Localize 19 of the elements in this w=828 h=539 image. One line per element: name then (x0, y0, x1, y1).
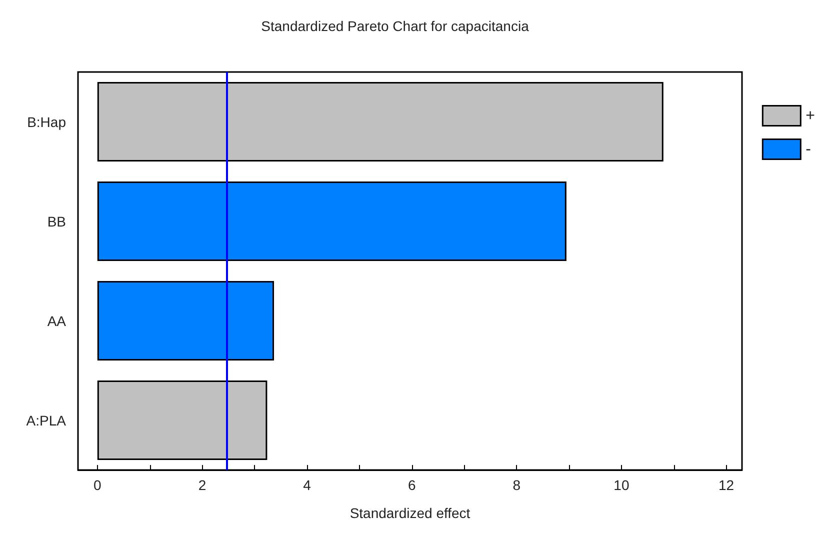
bar (97, 380, 268, 460)
bar (97, 181, 566, 262)
chart-title: Standardized Pareto Chart for capacitancia (261, 18, 530, 34)
y-tick-label: BB (47, 213, 66, 230)
legend-label: + (806, 107, 815, 124)
x-axis-title: Standardized effect (350, 505, 470, 521)
x-tick-label: 2 (198, 477, 206, 493)
y-tick-label: B:Hap (27, 114, 66, 130)
x-tick-label: 12 (718, 477, 734, 493)
x-tick-label: 6 (408, 477, 416, 493)
legend-label: - (806, 140, 811, 158)
x-tick-label: 10 (614, 477, 630, 493)
x-tick-label: 4 (303, 477, 312, 493)
x-tick-label: 0 (93, 477, 102, 493)
bar (97, 280, 274, 361)
y-tick-label: A:PLA (26, 412, 67, 428)
bar (97, 82, 664, 162)
x-tick-label: 8 (512, 477, 521, 493)
y-tick-label: AA (47, 312, 67, 329)
